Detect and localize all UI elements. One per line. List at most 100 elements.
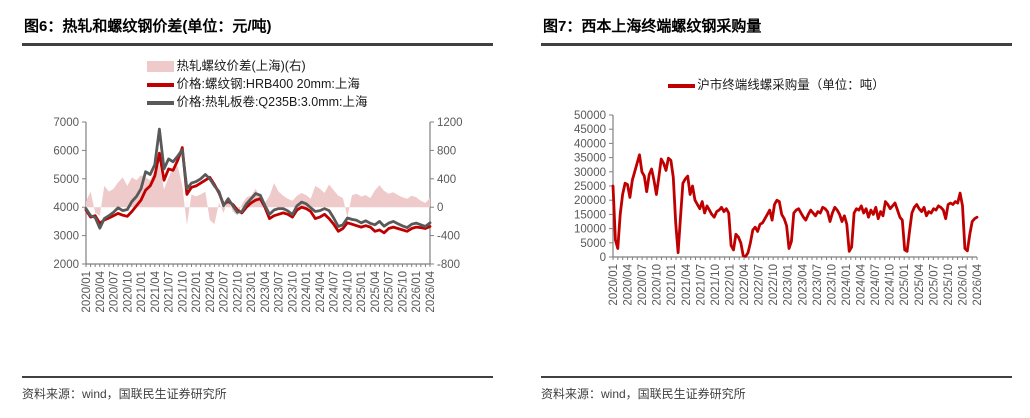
price-spread-chart: 2000 3000 4000 5000 6000 7000 -800 -400 0 400 800 1… [53,117,463,313]
x-axis-label: 2026/01 [957,264,969,306]
x-axis-label: 2025/10 [943,264,955,306]
x-axis-label: 2025/04 [914,263,926,305]
x-axis-label: 2022/01 [191,271,203,313]
x-axis-label: 2026/04 [972,263,984,305]
series-line [611,153,979,258]
x-axis-label: 2025/01 [899,264,911,306]
x-axis-label: 2025/01 [356,271,368,313]
panel-figure-6: 图6：热轧和螺纹钢价差(单位：元/吨) 热轧螺纹价差(上海)(右) 价格:螺纹钢… [22,10,493,408]
chart-title: 图6：热轧和螺纹钢价差(单位：元/吨) [22,10,493,46]
legend-item: 热轧螺纹价差(上海)(右) [147,59,367,74]
y-axis-label: 40000 [574,138,606,150]
y-axis-label: 30000 [574,167,606,179]
x-axis-label: 2020/01 [608,264,620,306]
y-axis-label: 5000 [53,174,79,186]
y-axis-label: 50000 [574,110,606,122]
legend-item: 价格:热轧板卷:Q235B:3.0mm:上海 [147,95,368,110]
x-axis-label: 2024/04 [315,270,327,312]
legend-item: 价格:螺纹钢:HRB400 20mm:上海 [147,77,367,92]
x-axis-label: 2020/04 [623,263,635,305]
x-axis-label: 2021/10 [710,264,722,306]
x-axis-label: 2026/01 [411,271,423,313]
legend-item: 沪市终端线螺采购量（单位：吨） [668,78,885,93]
y-axis-label: 2000 [53,259,79,271]
y-axis-label: 0 [437,202,443,214]
x-axis-label: 2023/07 [812,264,824,306]
y-axis-label: 15000 [574,209,606,221]
x-axis-label: 2022/07 [219,271,231,313]
x-axis-label: 2024/07 [870,264,882,306]
legend-label: 热轧螺纹价差(上海)(右) [176,59,306,73]
y-axis-label: 35000 [574,153,606,165]
area-swatch-icon [147,61,175,72]
chart-legend: 热轧螺纹价差(上海)(右) 价格:螺纹钢:HRB400 20mm:上海 价格:热… [147,59,368,110]
x-axis-label: 2020/04 [95,270,107,312]
x-axis-label: 2025/10 [397,271,409,313]
y-axis-label: 45000 [574,124,606,136]
x-axis-label: 2024/04 [856,263,868,305]
series-line [84,146,432,235]
x-axis-label: 2023/01 [783,264,795,306]
x-axis-label: 2023/07 [274,271,286,313]
x-axis-label: 2024/10 [342,271,354,313]
x-axis-label: 2020/10 [652,264,664,306]
x-axis-label: 2020/10 [122,271,134,313]
x-axis-label: 2021/04 [150,270,162,312]
x-axis-label: 2022/10 [232,271,244,313]
x-axis-label: 2023/10 [287,271,299,313]
x-axis-label: 2021/04 [681,263,693,305]
x-axis-label: 2022/04 [739,263,751,305]
panel-figure-7: 图7：西本上海终端螺纹钢采购量 沪市终端线螺采购量（单位：吨） 0 5000 100… [541,10,1012,408]
legend-label: 价格:热轧板卷:Q235B:3.0mm:上海 [176,95,368,109]
y-axis-label: 4000 [53,202,79,214]
line-swatch-icon [147,100,175,105]
x-axis-label: 2024/10 [885,264,897,306]
y-axis-label: 0 [600,252,606,264]
x-axis-label: 2023/10 [826,264,838,306]
x-axis-label: 2024/07 [329,271,341,313]
x-axis-label: 2022/01 [724,264,736,306]
x-axis-label: 2022/07 [754,264,766,306]
x-axis-label: 2023/04 [797,263,809,305]
x-axis-label: 2025/07 [928,264,940,306]
y-axis-label: 800 [437,145,456,157]
x-axis-label: 2023/04 [260,270,272,312]
legend-label: 沪市终端线螺采购量（单位：吨） [697,78,885,92]
x-axis-label: 2022/10 [768,264,780,306]
series-line [84,127,432,230]
line-swatch-icon [668,83,696,88]
y-axis-label: 10000 [574,224,606,236]
y-axis-label: 400 [437,174,456,186]
y-axis-label: 20000 [574,195,606,207]
x-axis-label: 2022/04 [205,270,217,312]
source-note: 资料来源：wind，国联民生证券研究所 [22,376,493,408]
x-axis-label: 2021/01 [136,271,148,313]
x-axis-label: 2020/07 [637,264,649,306]
chart-legend: 沪市终端线螺采购量（单位：吨） [668,78,885,93]
y-axis-label: 5000 [580,238,606,250]
x-axis-label: 2024/01 [301,271,313,313]
y-axis-label: 1200 [437,117,463,129]
source-note: 资料来源：wind，国联民生证券研究所 [541,376,1012,408]
y-axis-label: 7000 [53,117,79,129]
purchase-volume-chart: 0 5000 10000 15000 20000 25000 30000 35000 40000… [574,110,984,306]
y-axis-label: 6000 [53,145,79,157]
x-axis-label: 2021/07 [164,271,176,313]
x-axis-label: 2025/07 [384,271,396,313]
x-axis-label: 2020/01 [81,271,93,313]
x-axis-label: 2023/01 [246,271,258,313]
legend-label: 价格:螺纹钢:HRB400 20mm:上海 [176,77,360,91]
x-axis-label: 2020/07 [109,271,121,313]
x-axis-label: 2026/04 [425,270,437,312]
y-axis-label: 25000 [574,181,606,193]
line-swatch-icon [147,82,175,87]
x-axis-label: 2025/04 [370,270,382,312]
x-axis-label: 2021/01 [666,264,678,306]
y-axis-label: -800 [437,259,460,271]
x-axis-label: 2024/01 [841,264,853,306]
x-axis-label: 2021/07 [695,264,707,306]
y-axis-label: 3000 [53,231,79,243]
chart-title: 图7：西本上海终端螺纹钢采购量 [541,10,1012,46]
y-axis-label: -400 [437,231,460,243]
